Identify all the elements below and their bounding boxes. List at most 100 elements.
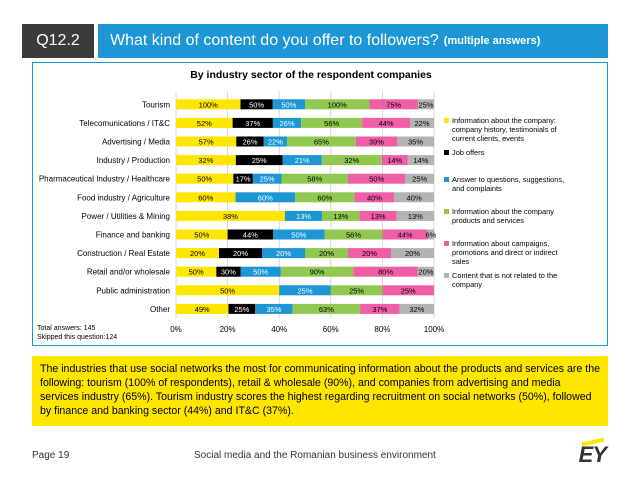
- value-label: 20%: [362, 249, 377, 258]
- bar-segment: [382, 285, 434, 296]
- value-label: 37%: [372, 305, 387, 314]
- bar-segment: [391, 248, 434, 259]
- value-label: 20%: [190, 249, 205, 258]
- value-label: 26%: [243, 138, 258, 147]
- category-label: Other: [150, 305, 170, 314]
- value-label: 39%: [369, 138, 384, 147]
- value-label: 30%: [221, 268, 236, 277]
- value-label: 50%: [220, 286, 235, 295]
- bar-segment: [272, 99, 305, 110]
- value-label: 25%: [349, 286, 364, 295]
- value-label: 25%: [297, 286, 312, 295]
- bar-segment: [301, 117, 363, 128]
- bar-segment: [176, 99, 241, 110]
- title-bar: What kind of content do you offer to fol…: [98, 24, 608, 58]
- x-tick-label: 80%: [374, 325, 390, 334]
- bar-segment: [322, 210, 360, 221]
- bar-segment: [282, 155, 322, 166]
- value-label: 100%: [199, 100, 219, 109]
- chart-frame: By industry sector of the respondent com…: [32, 62, 608, 346]
- bar-segment: [176, 229, 228, 240]
- value-label: 22%: [268, 138, 283, 147]
- value-label: 22%: [415, 119, 430, 128]
- value-label: 6%: [425, 231, 436, 240]
- bar-segment: [227, 229, 274, 240]
- value-label: 50%: [253, 268, 268, 277]
- category-label: Telecomunications / IT&C: [79, 119, 170, 128]
- slide-title: What kind of content do you offer to fol…: [110, 32, 439, 49]
- legend-label: Information about the company: company hi…: [452, 116, 558, 143]
- value-label: 25%: [234, 305, 249, 314]
- category-label: Food industry / Agriculture: [77, 193, 170, 202]
- legend-label: Information about campaigns, promotions a…: [452, 239, 558, 266]
- ey-logo: EY: [578, 442, 607, 467]
- legend-label: Information about the company products an…: [452, 207, 554, 225]
- bar-segment: [280, 266, 354, 277]
- value-label: 20%: [276, 249, 291, 258]
- value-label: 35%: [408, 138, 423, 147]
- value-label: 50%: [197, 175, 212, 184]
- value-label: 26%: [280, 119, 295, 128]
- value-label: 20%: [233, 249, 248, 258]
- value-label: 14%: [387, 156, 402, 165]
- totals-note: Total answers: 145 Skipped this question…: [37, 324, 117, 342]
- legend-label: Answer to questions, suggestions, and com…: [452, 175, 564, 193]
- bar-segment: [355, 136, 397, 147]
- value-label: 40%: [407, 193, 422, 202]
- total-answers: Total answers: 145: [37, 325, 96, 332]
- value-label: 32%: [409, 305, 424, 314]
- footer-text: Social media and the Romanian business e…: [194, 450, 436, 461]
- bar-segment: [176, 266, 217, 277]
- value-label: 21%: [295, 156, 310, 165]
- value-label: 37%: [245, 119, 260, 128]
- category-label: Finance and banking: [96, 231, 170, 240]
- bar-segment: [176, 303, 229, 314]
- stacked-bar-chart: By industry sector of the respondent com…: [39, 69, 564, 334]
- value-label: 50%: [291, 231, 306, 240]
- bar-segment: [324, 229, 383, 240]
- x-tick-label: 40%: [271, 325, 287, 334]
- value-label: 80%: [378, 268, 393, 277]
- bar-segment: [176, 117, 233, 128]
- bar-segment: [272, 117, 302, 128]
- bar-segment: [407, 155, 434, 166]
- bar-segment: [292, 303, 361, 314]
- value-label: 50%: [194, 231, 209, 240]
- bar-segment: [176, 173, 234, 184]
- skipped-count: Skipped this question:124: [37, 334, 118, 341]
- bar-segment: [399, 303, 434, 314]
- value-label: 25%: [401, 286, 416, 295]
- legend-swatch: [444, 177, 449, 182]
- category-label: Industry / Production: [97, 156, 170, 165]
- bar-segment: [295, 192, 355, 203]
- value-label: 35%: [266, 305, 281, 314]
- value-label: 32%: [198, 156, 213, 165]
- slide-title-note: (multiple answers): [443, 35, 541, 47]
- bar-segment: [427, 229, 434, 240]
- value-label: 25%: [418, 100, 433, 109]
- bar-segment: [176, 248, 219, 259]
- bar-segment: [354, 192, 395, 203]
- bar-segment: [176, 192, 236, 203]
- value-label: 13%: [333, 212, 348, 221]
- value-label: 25%: [260, 175, 275, 184]
- bar-segment: [176, 136, 237, 147]
- bar-segment: [279, 285, 331, 296]
- value-label: 13%: [371, 212, 386, 221]
- value-label: 63%: [319, 305, 334, 314]
- value-label: 57%: [199, 138, 214, 147]
- category-label: Construction / Real Estate: [77, 249, 170, 258]
- value-label: 60%: [317, 193, 332, 202]
- value-label: 25%: [412, 175, 427, 184]
- summary-box: The industries that use social networks …: [32, 356, 608, 426]
- chart-title: By industry sector of the respondent com…: [190, 69, 432, 81]
- category-label: Advertising / Media: [102, 138, 171, 147]
- value-label: 50%: [281, 100, 296, 109]
- x-tick-label: 0%: [170, 325, 182, 334]
- page-number: Page 19: [32, 450, 70, 461]
- bar-segment: [216, 266, 241, 277]
- x-tick-label: 20%: [220, 325, 236, 334]
- legend-swatch: [444, 273, 449, 278]
- bar-segment: [359, 210, 397, 221]
- value-label: 25%: [252, 156, 267, 165]
